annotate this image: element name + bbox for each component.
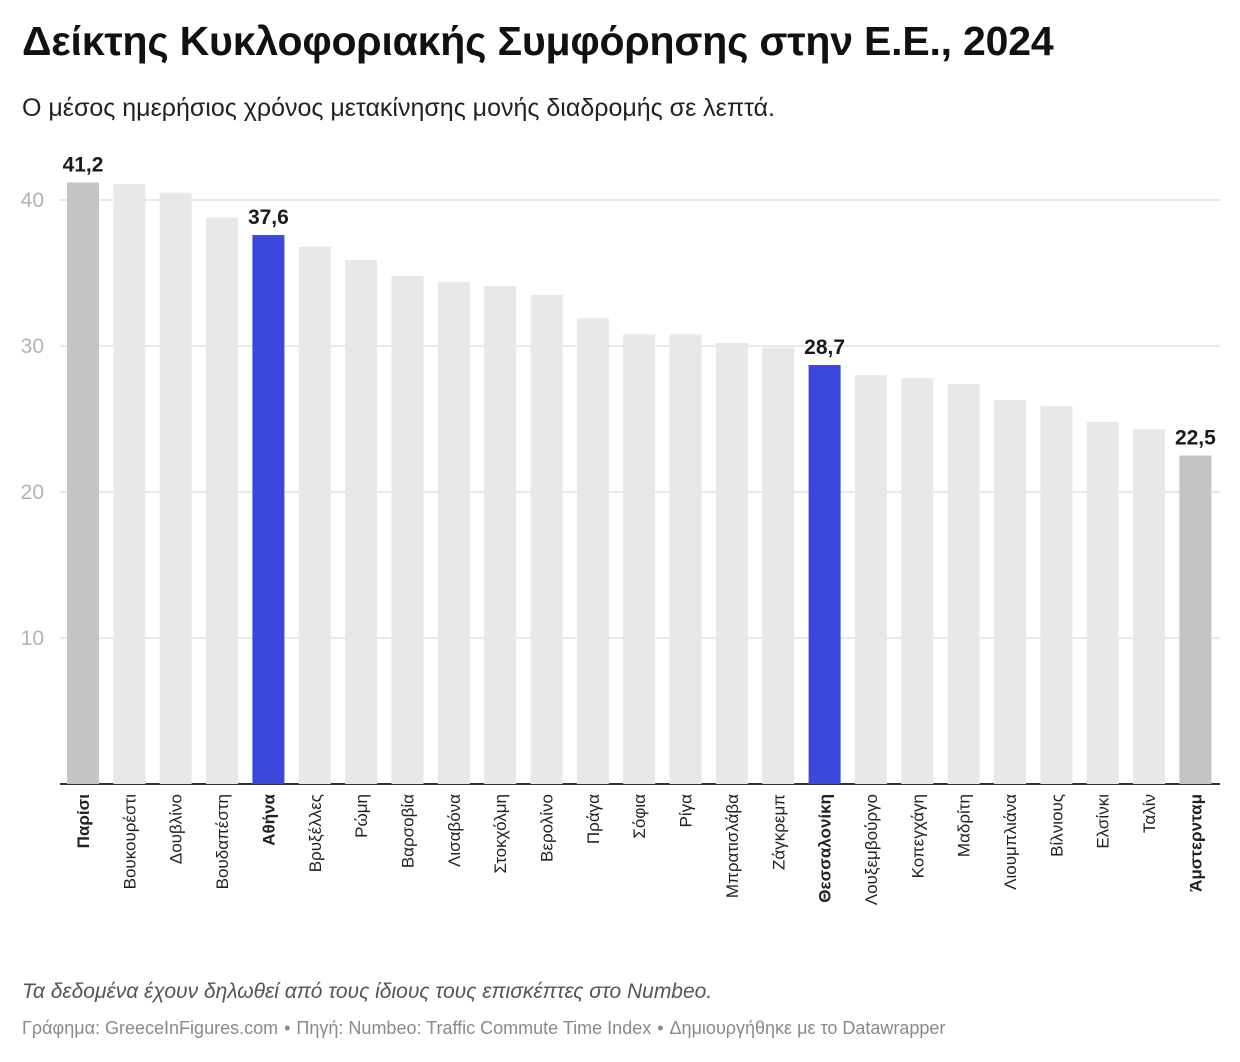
- x-tick-label: Δουβλίνο: [167, 794, 186, 864]
- x-tick-label: Άμστερνταμ: [1186, 794, 1205, 892]
- bar-10[interactable]: [484, 286, 517, 784]
- bar-8[interactable]: [391, 275, 424, 784]
- bar-18[interactable]: [854, 375, 887, 784]
- x-tick-label: Μαδρίτη: [955, 794, 974, 857]
- x-tick-label: Βερολίνο: [538, 794, 557, 862]
- footer-separator: •: [284, 1018, 291, 1038]
- bar-2[interactable]: [113, 183, 146, 784]
- x-tick-label: Πράγα: [584, 794, 603, 844]
- x-axis-labels: Παρίσι Βουκουρέστι Δουβλίνο Βουδαπέστη Αθήνα…: [74, 793, 1205, 905]
- bar-20[interactable]: [947, 383, 980, 784]
- x-tick-label: Λουξεμβούργο: [862, 794, 881, 905]
- x-tick-label: Σόφια: [630, 794, 649, 839]
- gridlines: 10 20 30 40: [21, 189, 1220, 785]
- x-tick-label: Ρίγα: [677, 794, 696, 828]
- y-tick-label: 30: [21, 335, 44, 358]
- x-tick-label: Βουκουρέστι: [120, 794, 139, 890]
- bars: [67, 182, 1212, 785]
- bar-21[interactable]: [994, 400, 1026, 784]
- bar-14[interactable]: [669, 334, 702, 784]
- bar-19[interactable]: [901, 378, 934, 784]
- bar-24[interactable]: [1133, 429, 1166, 784]
- bar-4[interactable]: [206, 217, 239, 784]
- x-tick-label: Ζάγκρεμπ: [769, 794, 788, 870]
- bar-5[interactable]: [252, 235, 285, 785]
- footer-source[interactable]: Πηγή: Numbeo: Traffic Commute Time Index: [296, 1018, 652, 1038]
- x-tick-label: Ρώμη: [352, 794, 371, 838]
- x-tick-label: Βρυξέλλες: [306, 794, 325, 872]
- x-tick-label: Βίλνιους: [1047, 794, 1066, 857]
- data-note: Τα δεδομένα έχουν δηλωθεί από τους ίδιου…: [22, 980, 713, 1003]
- x-tick-label: Βουδαπέστη: [213, 794, 232, 889]
- data-label: 41,2: [63, 153, 104, 176]
- footer-created-with[interactable]: Δημιουργήθηκε με το Datawrapper: [669, 1018, 946, 1038]
- footer-separator: •: [657, 1018, 664, 1038]
- bar-23[interactable]: [1086, 421, 1119, 784]
- bar-7[interactable]: [345, 259, 378, 784]
- x-tick-label: Μπρατισλάβα: [723, 794, 742, 898]
- x-tick-label: Βαρσοβία: [398, 794, 417, 868]
- x-tick-label: Ελσίνκι: [1094, 794, 1113, 849]
- data-label: 37,6: [248, 206, 289, 229]
- y-tick-label: 10: [21, 627, 44, 650]
- footer-chart-by[interactable]: Γράφημα: GreeceInFigures.com: [22, 1018, 279, 1038]
- x-tick-label: Παρίσι: [74, 794, 93, 849]
- chart-title: Δείκτης Κυκλοφοριακής Συμφόρησης στην Ε.…: [22, 18, 1054, 64]
- x-tick-label: Λιουμπλιάνα: [1001, 794, 1020, 890]
- bar-9[interactable]: [437, 281, 470, 784]
- y-tick-label: 40: [21, 189, 44, 212]
- bar-15[interactable]: [715, 343, 748, 784]
- x-tick-label: Ταλίν: [1140, 794, 1159, 833]
- x-tick-label: Κοπεγχάγη: [908, 794, 927, 878]
- bar-13[interactable]: [623, 334, 656, 784]
- bar-22[interactable]: [1040, 405, 1073, 784]
- data-label: 28,7: [804, 336, 845, 359]
- footer-credits: Γράφημα: GreeceInFigures.com • Πηγή: Numbe…: [22, 1018, 945, 1039]
- bar-11[interactable]: [530, 294, 563, 784]
- bar-6[interactable]: [298, 246, 331, 785]
- bar-12[interactable]: [576, 318, 609, 784]
- x-tick-label: Λισαβόνα: [445, 794, 464, 867]
- x-tick-label: Αθήνα: [259, 793, 278, 845]
- bar-chart: 10 20 30 40 41,2 37,6 28,7 22,5 Παρίσι Βουκουρέ…: [21, 153, 1220, 905]
- bar-17[interactable]: [808, 364, 841, 784]
- data-label: 22,5: [1175, 427, 1216, 450]
- y-tick-label: 20: [21, 481, 44, 504]
- bar-1[interactable]: [67, 182, 99, 785]
- x-tick-label: Στοκχόλμη: [491, 794, 510, 873]
- bar-16[interactable]: [762, 347, 795, 784]
- chart-subtitle: Ο μέσος ημερήσιος χρόνος μετακίνησης μον…: [22, 94, 775, 122]
- bar-3[interactable]: [159, 192, 192, 784]
- value-labels: 41,2 37,6 28,7 22,5: [63, 153, 1217, 449]
- x-tick-label: Θεσσαλονίκη: [816, 794, 835, 903]
- bar-25[interactable]: [1179, 455, 1212, 785]
